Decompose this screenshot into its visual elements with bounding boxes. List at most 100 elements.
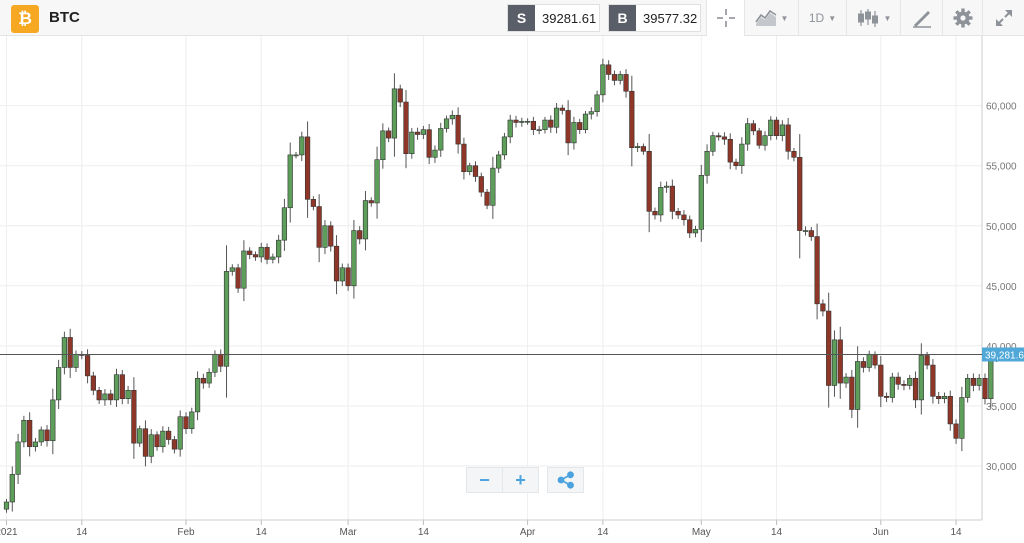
candle [119, 370, 125, 405]
candle [710, 131, 716, 156]
x-tick-label: 14 [950, 527, 962, 538]
candle [362, 191, 369, 251]
candle [235, 263, 241, 293]
candle [820, 299, 826, 317]
x-tick-label: Apr [520, 527, 536, 538]
candle [368, 197, 374, 207]
candle [90, 371, 96, 396]
x-tick-label: 2021 [0, 527, 18, 538]
candle [524, 118, 531, 125]
candle [600, 58, 606, 103]
zoom-out-button[interactable]: − [466, 467, 503, 493]
timeframe-dropdown[interactable]: 1D ▼ [798, 0, 846, 36]
x-tick-label: Feb [177, 527, 195, 538]
candle [901, 380, 907, 391]
candle [912, 371, 919, 409]
candle [530, 116, 536, 135]
candle [21, 415, 27, 448]
candle [270, 253, 276, 264]
draw-tools-button[interactable] [900, 0, 942, 36]
zoom-in-button[interactable]: + [502, 467, 539, 493]
candle [542, 116, 548, 134]
candle [339, 263, 345, 287]
candle [276, 234, 282, 264]
candle [606, 60, 612, 80]
candle [907, 374, 913, 390]
candle [281, 198, 288, 251]
candle [681, 210, 687, 226]
candle [640, 143, 646, 155]
buy-price: 39577.32 [643, 11, 698, 26]
candle [171, 435, 178, 454]
candle [762, 131, 768, 151]
candle [386, 127, 392, 143]
candle [293, 151, 299, 159]
candle [582, 111, 589, 134]
share-icon [557, 471, 574, 489]
timeframe-label: 1D [808, 11, 825, 25]
candle [229, 264, 235, 276]
candle [322, 220, 328, 255]
candle [345, 263, 351, 291]
candle [455, 107, 461, 154]
candle [108, 389, 114, 405]
chart-axes: 30,000 35,000 40,000 45,000 50,000 55,000 60,0… [0, 36, 1024, 538]
x-tick-label: Mar [339, 527, 357, 538]
candle [843, 373, 849, 388]
candle [374, 146, 380, 219]
candle [802, 226, 809, 236]
candle [496, 150, 502, 173]
candle [669, 179, 675, 220]
candle [716, 132, 722, 141]
candle [553, 103, 560, 134]
crosshair-button[interactable] [706, 0, 744, 36]
candlestick-icon [857, 9, 878, 27]
x-tick-label: 14 [597, 527, 609, 538]
candle [380, 123, 386, 169]
candle [148, 429, 154, 464]
x-tick-label: Jun [873, 527, 889, 538]
candle [739, 137, 745, 174]
candle [391, 73, 398, 157]
candle [443, 115, 450, 133]
candle [745, 118, 751, 151]
y-tick-label: 30,000 [986, 462, 1017, 473]
candle [721, 132, 728, 145]
sell-price-box[interactable]: S 39281.61 [507, 4, 600, 32]
candle [785, 117, 791, 160]
crosshair-icon [716, 9, 735, 27]
settings-button[interactable] [942, 0, 982, 36]
y-tick-label: 50,000 [986, 222, 1017, 233]
candle [837, 326, 843, 399]
fullscreen-button[interactable] [982, 0, 1024, 36]
candle [559, 104, 565, 115]
x-tick-label: 14 [418, 527, 430, 538]
candle [756, 127, 762, 149]
candle [409, 127, 415, 159]
chart-type-candle-button[interactable]: ▼ [846, 0, 900, 36]
candle [947, 390, 953, 431]
candle [154, 431, 160, 451]
x-tick-label: 14 [256, 527, 268, 538]
chevron-down-icon: ▼ [883, 13, 892, 23]
candle [658, 181, 664, 222]
candle [241, 240, 247, 302]
buy-price-box[interactable]: B 39577.32 [608, 4, 701, 32]
candle [467, 162, 473, 176]
candle [258, 242, 264, 263]
price-chart[interactable]: 30,000 35,000 40,000 45,000 50,000 55,000 60,0… [0, 36, 1024, 543]
chart-type-line-button[interactable]: ▼ [744, 0, 798, 36]
candle [183, 412, 189, 435]
candle [860, 357, 867, 373]
draw-icon [912, 11, 931, 28]
candle [38, 426, 44, 446]
chevron-down-icon: ▼ [828, 13, 837, 23]
sell-tag: S [508, 5, 535, 31]
share-button[interactable] [547, 467, 584, 493]
candle [635, 142, 641, 152]
candle [449, 110, 455, 125]
candle [67, 328, 73, 378]
x-tick-label: 14 [771, 527, 783, 538]
candle [15, 433, 21, 484]
candle [970, 373, 977, 392]
